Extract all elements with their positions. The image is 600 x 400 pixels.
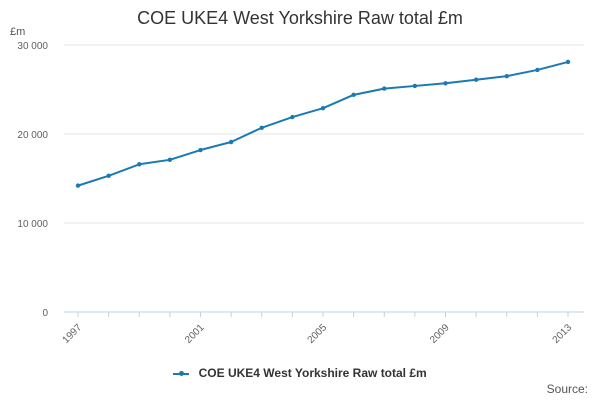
x-tick-label: 2005 (306, 322, 330, 346)
data-point (75, 183, 81, 188)
data-point (443, 81, 448, 86)
x-tick-label: 2013 (551, 322, 575, 346)
axes (64, 311, 584, 317)
data-point (535, 67, 540, 73)
y-tick-label: 10 000 (17, 219, 48, 230)
data-point (106, 173, 111, 179)
data-point (167, 157, 173, 163)
y-tick-label: 30 000 (17, 41, 48, 52)
y-tick-label: 0 (42, 308, 48, 319)
data-point (259, 125, 264, 130)
data-point (504, 73, 509, 79)
tick-labels: 0 10 000 20 000 30 000 1997 2001 2005 2009 2013 (17, 41, 574, 346)
data-point (228, 139, 234, 145)
data-point (565, 59, 571, 65)
data-point (473, 77, 479, 82)
grid-lines (64, 44, 584, 224)
source-label: Source: (546, 382, 588, 396)
x-tick-label: 2001 (183, 322, 207, 346)
y-axis-unit-label: £m (10, 26, 26, 38)
data-point (382, 86, 387, 91)
legend[interactable]: COE UKE4 West Yorkshire Raw total £m (0, 366, 600, 380)
data-point (412, 83, 418, 89)
series-layer (75, 59, 571, 188)
x-tick-label: 2009 (428, 322, 452, 346)
x-tick-label: 1997 (61, 322, 85, 346)
chart-title: COE UKE4 West Yorkshire Raw total £m (137, 8, 463, 28)
data-point (137, 162, 142, 167)
data-point (351, 92, 356, 98)
series-line (77, 60, 569, 187)
data-point (198, 147, 203, 153)
y-tick-label: 20 000 (17, 130, 48, 141)
legend-label: COE UKE4 West Yorkshire Raw total £m (198, 366, 427, 380)
data-point (320, 105, 326, 111)
data-point (290, 114, 295, 120)
legend-swatch (173, 370, 190, 376)
